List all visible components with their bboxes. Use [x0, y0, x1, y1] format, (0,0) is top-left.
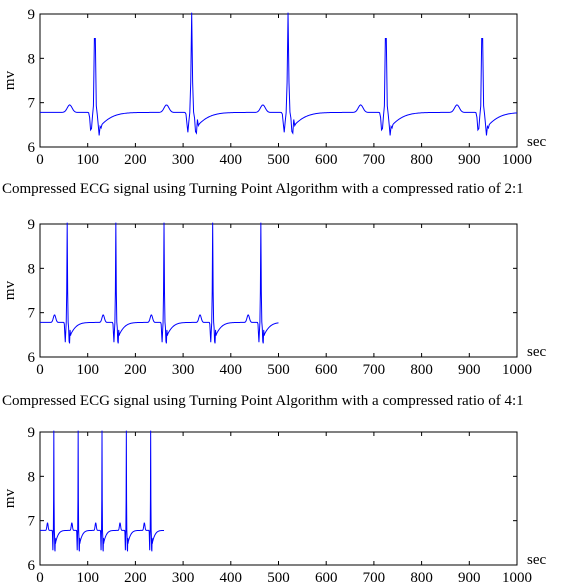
x-tick-label: 200	[124, 362, 147, 378]
plot-frame	[39, 223, 518, 358]
x-tick-label: 300	[172, 152, 195, 168]
y-tick-label: 7	[28, 514, 36, 530]
x-axis-label: sec	[527, 552, 546, 568]
x-axis-label: sec	[527, 134, 546, 150]
x-tick-label: 1000	[502, 570, 532, 586]
y-tick-label: 7	[28, 306, 36, 322]
chart-panel-2: 0 100 200 300 400 500 600 700 800 900 1000 6 7 8 9 mv se…	[2, 217, 546, 378]
ecg-series-line	[40, 430, 165, 552]
y-tick-label: 8	[28, 469, 36, 485]
x-tick-label: 600	[315, 362, 338, 378]
x-tick-label: 300	[172, 570, 195, 586]
y-tick-label: 8	[28, 261, 36, 277]
x-tick-label: 1000	[502, 152, 532, 168]
y-tick-label: 6	[28, 558, 36, 574]
x-tick-label: 200	[124, 570, 147, 586]
x-tick-label: 1000	[502, 362, 532, 378]
plot-frame	[39, 13, 518, 148]
plot-frame	[39, 431, 518, 566]
x-tick-label: 0	[36, 362, 44, 378]
ecg-series-line	[40, 12, 518, 136]
panel-caption: Compressed ECG signal using Turning Poin…	[2, 393, 524, 409]
x-tick-label: 900	[458, 152, 481, 168]
y-axis-label: mv	[2, 280, 18, 300]
panel-caption: Compressed ECG signal using Turning Poin…	[2, 181, 524, 197]
x-tick-label: 100	[76, 362, 99, 378]
x-tick-label: 0	[36, 570, 44, 586]
x-tick-label: 400	[220, 152, 243, 168]
y-tick-label: 8	[28, 51, 36, 67]
x-tick-label: 400	[220, 362, 243, 378]
x-tick-label: 300	[172, 362, 195, 378]
x-tick-label: 900	[458, 570, 481, 586]
x-tick-label: 600	[315, 570, 338, 586]
y-axis-label: mv	[2, 488, 18, 508]
x-tick-label: 800	[410, 362, 433, 378]
x-tick-label: 800	[410, 152, 433, 168]
x-tick-label: 500	[267, 362, 290, 378]
x-tick-label: 400	[220, 570, 243, 586]
y-tick-label: 7	[28, 96, 36, 112]
x-tick-label: 500	[267, 152, 290, 168]
x-tick-label: 600	[315, 152, 338, 168]
chart-panel-3: 0 100 200 300 400 500 600 700 800 900 1000 6 7 8 9 mv se…	[2, 425, 546, 586]
x-tick-label: 0	[36, 152, 44, 168]
x-tick-label: 100	[76, 152, 99, 168]
x-tick-label: 700	[363, 152, 386, 168]
x-tick-label: 700	[363, 362, 386, 378]
y-tick-label: 9	[28, 425, 36, 441]
x-axis-label: sec	[527, 344, 546, 360]
x-tick-label: 800	[410, 570, 433, 586]
y-tick-label: 6	[28, 350, 36, 366]
chart-panel-1: 0 100 200 300 400 500 600 700 800 900 1000 6 7 8 9 mv se…	[2, 7, 546, 168]
x-tick-label: 200	[124, 152, 147, 168]
x-tick-label: 900	[458, 362, 481, 378]
y-axis-label: mv	[2, 70, 18, 90]
y-tick-label: 6	[28, 140, 36, 156]
x-tick-label: 500	[267, 570, 290, 586]
ecg-series-line	[40, 222, 279, 344]
x-tick-label: 100	[76, 570, 99, 586]
x-tick-label: 700	[363, 570, 386, 586]
y-tick-label: 9	[28, 7, 36, 23]
y-tick-label: 9	[28, 217, 36, 233]
